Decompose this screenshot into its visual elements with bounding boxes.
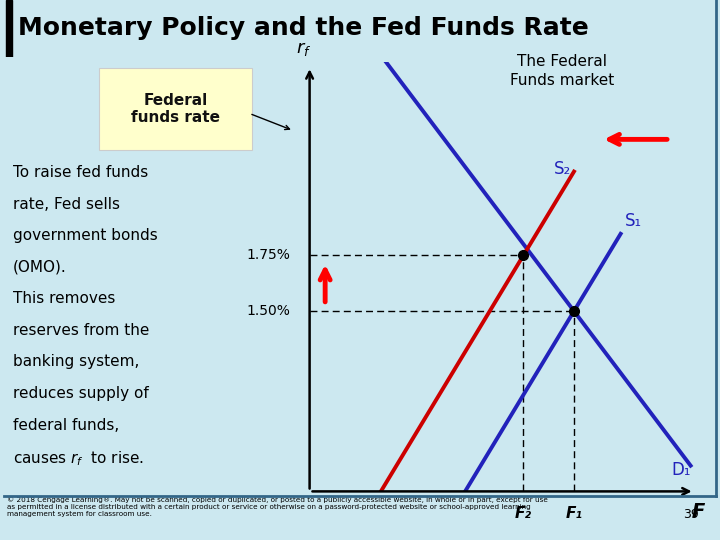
Text: 1.75%: 1.75% [246,248,290,262]
Text: (OMO).: (OMO). [13,260,67,275]
Text: reduces supply of: reduces supply of [13,386,149,401]
Text: rate, Fed sells: rate, Fed sells [13,197,120,212]
Text: This removes: This removes [13,292,115,306]
Text: banking system,: banking system, [13,354,140,369]
Text: government bonds: government bonds [13,228,158,244]
FancyBboxPatch shape [99,68,252,150]
Text: S₁: S₁ [624,212,642,230]
Text: The Federal
Funds market: The Federal Funds market [510,53,614,89]
Text: 1.50%: 1.50% [246,304,290,318]
Text: To raise fed funds: To raise fed funds [13,165,148,180]
Text: F₂: F₂ [515,507,532,522]
Text: S₂: S₂ [554,160,571,178]
Text: F: F [692,502,705,521]
Text: F₁: F₁ [565,507,582,522]
Text: Federal
funds rate: Federal funds rate [131,93,220,125]
Text: 39: 39 [683,508,698,521]
Text: Monetary Policy and the Fed Funds Rate: Monetary Policy and the Fed Funds Rate [18,16,589,40]
Text: © 2018 Cengage Learning®. May not be scanned, copied or duplicated, or posted to: © 2018 Cengage Learning®. May not be sca… [7,496,548,517]
Bar [6,0,12,57]
Text: $r_f$: $r_f$ [296,40,312,58]
Text: causes $r_f$  to rise.: causes $r_f$ to rise. [13,449,144,468]
Text: federal funds,: federal funds, [13,417,120,433]
Text: reserves from the: reserves from the [13,323,150,338]
Text: D₁: D₁ [671,461,690,480]
